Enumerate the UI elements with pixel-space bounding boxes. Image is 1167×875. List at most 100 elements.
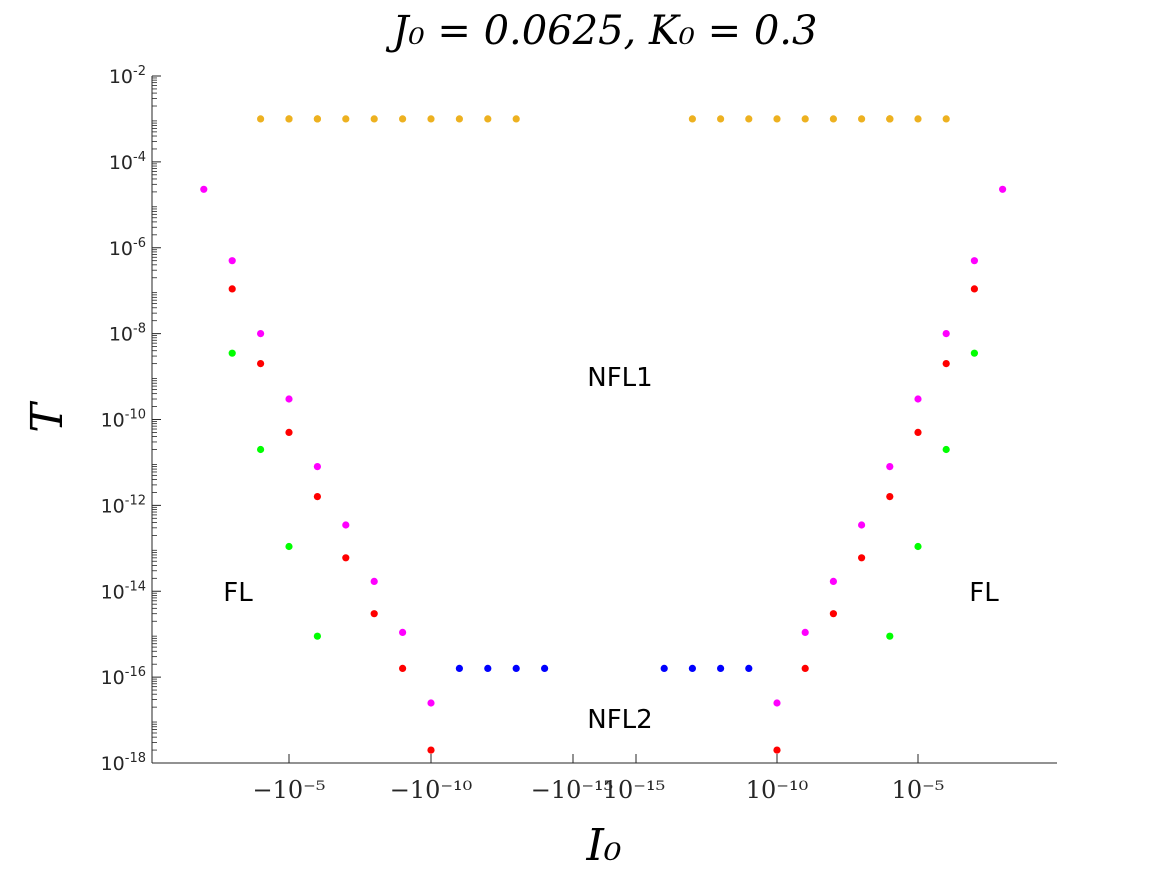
data-point (660, 664, 668, 673)
data-point (370, 115, 378, 123)
y-tick-label: 10-16 (101, 665, 146, 689)
data-point (342, 521, 350, 529)
y-tick-base: 10 (101, 410, 125, 432)
data-point (717, 115, 725, 123)
data-point (370, 577, 378, 586)
y-tick-labels: 10-210-410-610-810-1010-1210-1410-1610-1… (101, 64, 146, 775)
y-tick-label: 10-14 (101, 579, 146, 603)
data-point (427, 115, 435, 123)
x-ticks (288, 754, 919, 763)
data-point (688, 664, 697, 673)
data-point (970, 349, 979, 357)
data-point (313, 463, 321, 471)
data-points (200, 115, 1007, 754)
data-point (484, 115, 492, 123)
x-tick-label: 10⁻⁵ (892, 776, 945, 804)
data-point (801, 115, 809, 123)
x-tick-label: −10⁻¹⁰ (390, 776, 473, 804)
data-point (399, 628, 407, 637)
x-tick-label: −10⁻¹⁵ (531, 776, 614, 804)
y-tick-label: 10-2 (109, 64, 146, 88)
region-label-fl-right: FL (969, 578, 999, 608)
data-point (512, 115, 520, 123)
data-point (399, 115, 407, 123)
data-point (313, 115, 321, 123)
y-tick-base: 10 (109, 66, 133, 88)
data-point (228, 349, 236, 357)
data-point (200, 185, 208, 193)
y-tick-label: 10-6 (109, 236, 146, 260)
data-point (914, 428, 922, 436)
data-point (257, 360, 265, 368)
data-point (285, 115, 293, 123)
y-tick-exponent: -12 (125, 493, 146, 508)
data-point (228, 257, 236, 265)
data-point (773, 115, 781, 123)
data-point (745, 664, 753, 673)
data-point (427, 699, 435, 707)
data-point (427, 746, 435, 754)
x-tick-label: 10⁻¹⁵ (603, 776, 665, 804)
data-point (399, 664, 407, 673)
data-point (829, 610, 838, 618)
data-point (858, 521, 866, 529)
data-point (228, 285, 236, 293)
data-point (342, 115, 350, 123)
data-point (512, 664, 520, 673)
x-tick-label: 10⁻¹⁰ (746, 776, 808, 804)
data-point (773, 746, 781, 754)
y-tick-base: 10 (101, 495, 125, 517)
region-label-fl-left: FL (223, 578, 253, 608)
region-label-nfl1: NFL1 (587, 363, 652, 393)
data-point (342, 554, 350, 562)
y-tick-base: 10 (109, 152, 133, 174)
data-point (829, 115, 838, 123)
data-point (285, 395, 293, 403)
data-point (285, 542, 293, 551)
y-major-ticks (152, 75, 161, 764)
data-point (942, 330, 950, 338)
data-point (970, 285, 979, 293)
data-point (285, 428, 293, 436)
data-point (370, 610, 378, 618)
y-tick-base: 10 (109, 238, 133, 260)
data-point (717, 664, 725, 673)
y-tick-exponent: -16 (125, 665, 146, 680)
data-point (773, 699, 781, 707)
data-point (942, 115, 950, 123)
y-tick-exponent: -18 (125, 751, 146, 766)
y-tick-label: 10-10 (101, 408, 146, 432)
y-tick-base: 10 (101, 753, 125, 775)
data-point (942, 445, 950, 454)
data-point (688, 115, 697, 123)
y-axis-title: T (22, 400, 73, 433)
data-point (801, 628, 809, 637)
data-point (858, 554, 866, 562)
y-tick-exponent: -8 (133, 322, 146, 337)
y-tick-exponent: -4 (133, 150, 146, 165)
data-point (970, 257, 979, 265)
y-tick-exponent: -10 (125, 408, 146, 423)
data-point (829, 577, 838, 586)
data-point (886, 463, 894, 471)
y-tick-exponent: -2 (133, 64, 146, 79)
data-point (313, 632, 321, 640)
data-point (745, 115, 753, 123)
y-tick-label: 10-8 (109, 322, 146, 346)
data-point (541, 664, 549, 673)
data-point (257, 115, 265, 123)
data-point (886, 493, 894, 501)
y-minor-ticks (152, 77, 157, 751)
data-point (942, 360, 950, 368)
data-point (914, 115, 922, 123)
data-point (914, 542, 922, 551)
data-point (455, 115, 463, 123)
data-point (484, 664, 492, 673)
x-tick-label: −10⁻⁵ (253, 776, 326, 804)
x-tick-labels: −10⁻⁵ −10⁻¹⁰ −10⁻¹⁵ 10⁻¹⁵ 10⁻¹⁰ 10⁻⁵ (253, 776, 945, 804)
y-tick-base: 10 (101, 667, 125, 689)
x-axis-title: I₀ (585, 820, 621, 871)
y-tick-base: 10 (109, 324, 133, 346)
region-annotations: NFL1 FL FL NFL2 (223, 363, 999, 735)
